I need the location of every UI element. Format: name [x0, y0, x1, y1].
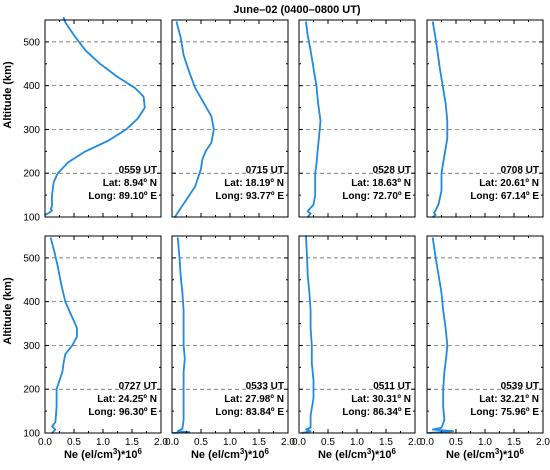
y-tick-label: 500: [23, 37, 40, 48]
ne-profile-line: [172, 237, 191, 434]
x-tick-label: 1.5: [379, 437, 393, 448]
x-axis-label: Ne (el/cm3)*106: [64, 447, 143, 461]
y-tick-label: 100: [23, 213, 40, 224]
x-tick-label: 2.0: [536, 437, 550, 448]
panel-time-label: 0715 UT: [246, 165, 284, 176]
x-tick-label: 0.5: [449, 437, 463, 448]
ne-profile-line: [174, 21, 215, 218]
ne-profile-line: [427, 237, 454, 434]
ne-profile-line: [431, 21, 449, 218]
panel-long-label: Long: 93.77º E: [215, 191, 284, 202]
panel-time-label: 0708 UT: [501, 165, 539, 176]
x-axis-label: Ne (el/cm3)*106: [446, 447, 525, 461]
panel-long-label: Long: 75.96º E: [470, 407, 539, 418]
panel-lat-label: Lat: 8.94º N: [103, 178, 157, 189]
panel-long-label: Long: 89.10º E: [88, 191, 157, 202]
ne-profile-line: [301, 235, 315, 434]
x-axis-labels: Ne (el/cm3)*106 Ne (el/cm3)*106 Ne (el/cm3…: [64, 447, 525, 461]
panel-4: 0708 UT Lat: 20.61º N Long: 67.14º E: [426, 19, 544, 218]
y-tick-label: 400: [23, 297, 40, 308]
y-axis-label-bottom: Altitude (km): [2, 277, 14, 345]
panel-long-label: Long: 67.14º E: [470, 191, 539, 202]
y-tick-label: 200: [23, 385, 40, 396]
x-tick-label: 2.0: [154, 437, 168, 448]
panel-3: 0528 UT Lat: 18.63º N Long: 72.70º E: [298, 19, 416, 218]
panel-time-label: 0528 UT: [373, 165, 411, 176]
x-tick-label: 1.0: [223, 437, 237, 448]
y-tick-label: 400: [23, 81, 40, 92]
x-tick-label: 2.0: [408, 437, 422, 448]
x-tick-label: 0.0: [38, 437, 52, 448]
panel-time-label: 0559 UT: [119, 165, 157, 176]
x-tick-label: 0.5: [194, 437, 208, 448]
x-axis-label: Ne (el/cm3)*106: [191, 447, 270, 461]
panel-8: 0.0 0.5 1.0 1.5 2.0 0539 UT Lat: 32.21º N Long:…: [420, 235, 550, 448]
panel-7: 0.0 0.5 1.0 1.5 2.0 0511 UT Lat: 30.31º N Long:…: [292, 235, 422, 448]
panel-6: 0.0 0.5 1.0 1.5 2.0 0533 UT Lat: 27.98º N Long:…: [165, 235, 295, 448]
x-tick-label: 0.0: [292, 437, 306, 448]
panels: 100 200 300 400 500 0559 UT Lat: 8.94º N Long: …: [23, 16, 550, 448]
y-axis-label-top: Altitude (km): [2, 61, 14, 129]
panel-time-label: 0533 UT: [246, 381, 284, 392]
panel-long-label: Long: 83.84º E: [215, 407, 284, 418]
panel-lat-label: Lat: 30.31º N: [351, 394, 411, 405]
x-tick-label: 1.0: [350, 437, 364, 448]
panel-lat-label: Lat: 20.61º N: [479, 178, 539, 189]
panel-lat-label: Lat: 18.19º N: [224, 178, 284, 189]
y-tick-label: 200: [23, 169, 40, 180]
ne-profile-line: [49, 237, 78, 434]
ne-profile-line: [305, 21, 322, 218]
panel-lat-label: Lat: 27.98º N: [224, 394, 284, 405]
panel-2: 0715 UT Lat: 18.19º N Long: 93.77º E: [171, 19, 289, 218]
x-tick-label: 1.5: [507, 437, 521, 448]
y-tick-label: 100: [23, 429, 40, 440]
panel-long-label: Long: 96.30º E: [88, 407, 157, 418]
panel-long-label: Long: 72.70º E: [342, 191, 411, 202]
y-tick-label: 300: [23, 125, 40, 136]
panel-long-label: Long: 86.34º E: [342, 407, 411, 418]
chart-title: June–02 (0400–0800 UT): [233, 4, 361, 16]
x-tick-label: 0.5: [321, 437, 335, 448]
panel-1: 100 200 300 400 500 0559 UT Lat: 8.94º N Long: …: [23, 16, 162, 224]
panel-lat-label: Lat: 24.25º N: [97, 394, 157, 405]
panel-lat-label: Lat: 18.63º N: [351, 178, 411, 189]
x-axis-label: Ne (el/cm3)*106: [318, 447, 397, 461]
ne-profile-line: [44, 16, 146, 216]
y-tick-label: 500: [23, 253, 40, 264]
panel-time-label: 0727 UT: [119, 381, 157, 392]
y-tick-label: 300: [23, 341, 40, 352]
x-tick-label: 1.0: [96, 437, 110, 448]
x-tick-label: 0.0: [420, 437, 434, 448]
x-tick-label: 0.5: [67, 437, 81, 448]
x-tick-label: 1.5: [252, 437, 266, 448]
panel-5: 100 200 300 400 500 0.0 0.5 1.0 1.5 2.0 0727 UT Lat…: [23, 235, 168, 448]
x-tick-label: 1.0: [478, 437, 492, 448]
panel-time-label: 0539 UT: [501, 381, 539, 392]
x-tick-label: 1.5: [125, 437, 139, 448]
panel-lat-label: Lat: 32.21º N: [479, 394, 539, 405]
x-tick-label: 0.0: [165, 437, 179, 448]
panel-time-label: 0511 UT: [373, 381, 411, 392]
x-tick-label: 2.0: [281, 437, 295, 448]
